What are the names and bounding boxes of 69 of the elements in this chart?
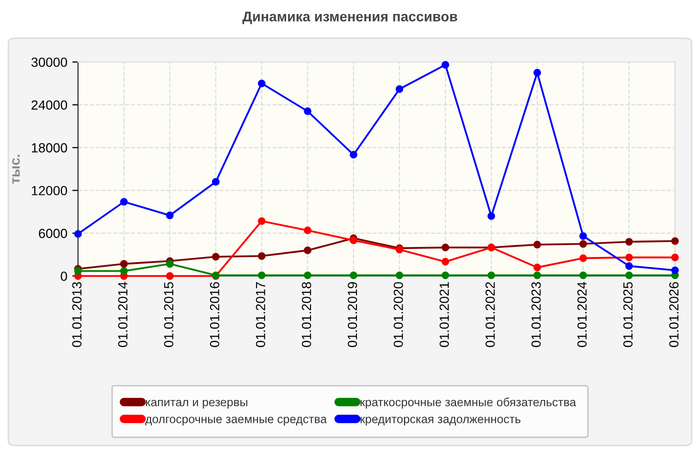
point <box>671 254 679 262</box>
point <box>304 226 312 234</box>
point <box>304 246 312 254</box>
x-tick-label: 01.01.2019 <box>348 282 358 348</box>
x-tick-label: 01.01.2016 <box>210 282 220 348</box>
x-tick-label: 01.01.2024 <box>577 282 587 348</box>
point <box>442 271 450 280</box>
x-tick-label: 01.01.2022 <box>486 282 495 348</box>
point <box>671 266 679 274</box>
legend-label: краткосрочные заемные обязательства <box>360 398 576 409</box>
point <box>120 260 128 268</box>
point <box>304 271 312 280</box>
x-tick-label: 01.01.2023 <box>531 282 541 348</box>
y-tick-label: 0 <box>60 272 68 281</box>
y-tick-label: 30000 <box>31 58 68 67</box>
point <box>258 80 266 88</box>
x-tick-label: 01.01.2014 <box>118 282 128 348</box>
legend-label: капитал и резервы <box>146 400 248 409</box>
x-tick-label: 01.01.2015 <box>164 282 174 348</box>
point <box>579 271 587 280</box>
x-tick-label: 01.01.2018 <box>302 282 312 348</box>
x-tick-label: 01.01.2013 <box>72 282 82 348</box>
point <box>625 238 633 246</box>
point <box>533 240 542 248</box>
point <box>625 254 633 262</box>
point <box>74 230 82 238</box>
point <box>350 271 358 280</box>
legend-label: долгосрочные заемные средства <box>145 416 327 426</box>
point <box>625 271 633 280</box>
point <box>442 61 450 69</box>
point <box>487 212 496 220</box>
point <box>166 212 174 220</box>
point <box>120 198 128 206</box>
point <box>442 244 450 252</box>
point <box>625 262 633 270</box>
point <box>166 260 174 268</box>
point <box>120 267 128 275</box>
point <box>258 271 266 280</box>
legend-label: кредиторская задолженность <box>360 416 520 426</box>
point <box>533 68 542 77</box>
chart-title: Динамика изменения пассивов <box>242 12 458 24</box>
x-tick-label: 01.01.2021 <box>440 282 449 348</box>
point <box>579 254 587 262</box>
y-axis-title: тыс. <box>12 154 20 184</box>
point <box>533 264 542 272</box>
point <box>671 237 679 245</box>
point <box>166 272 174 280</box>
y-tick-label: 12000 <box>32 186 68 196</box>
point <box>350 150 358 159</box>
x-tick-label: 01.01.2017 <box>256 282 266 348</box>
point <box>533 271 542 280</box>
point <box>350 236 358 244</box>
y-tick-label: 18000 <box>32 143 68 153</box>
point <box>396 85 404 93</box>
point <box>258 252 266 260</box>
y-tick-label: 24000 <box>32 100 68 110</box>
point <box>212 252 220 261</box>
point <box>396 271 404 280</box>
x-tick-label: 01.01.2020 <box>394 282 404 348</box>
point <box>487 271 496 280</box>
point <box>579 232 587 240</box>
point <box>304 107 312 116</box>
point <box>212 178 220 186</box>
x-tick-label: 01.01.2026 <box>669 282 679 348</box>
x-tick-label: 01.01.2025 <box>623 282 633 348</box>
point <box>579 240 587 248</box>
point <box>258 217 266 225</box>
point <box>442 258 450 266</box>
y-tick-label: 6000 <box>38 228 68 238</box>
